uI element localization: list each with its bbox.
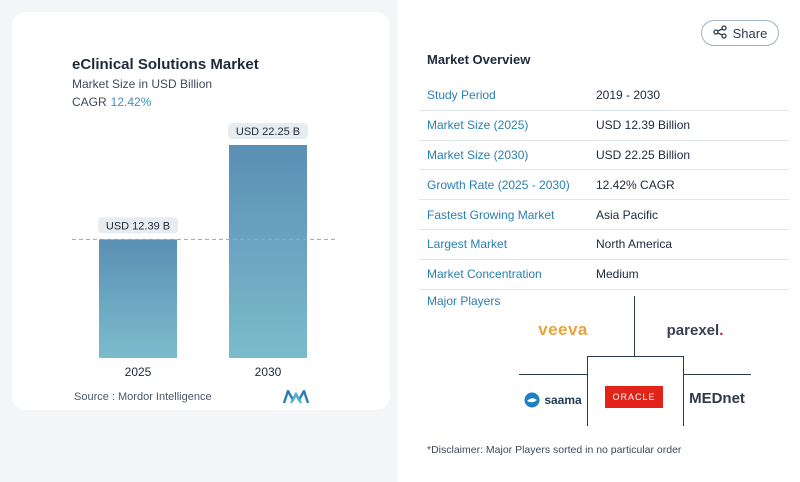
overview-value: Asia Pacific — [596, 207, 659, 222]
overview-value: Medium — [596, 267, 639, 282]
overview-table: Study Period 2019 - 2030 Market Size (202… — [419, 81, 789, 290]
chart-subtitle: Market Size in USD Billion — [72, 77, 213, 91]
chart-title: eClinical Solutions Market — [72, 56, 259, 73]
veeva-logo-text: veeva — [538, 320, 588, 339]
players-divider — [587, 356, 683, 357]
overview-value: USD 12.39 Billion — [596, 118, 691, 133]
overview-value: 12.42% CAGR — [596, 177, 675, 192]
players-divider — [587, 356, 588, 426]
overview-key: Market Size (2025) — [427, 118, 529, 133]
data-label: USD 22.25 B — [236, 126, 300, 138]
cagr-label: CAGR — [72, 95, 107, 109]
players-divider — [519, 374, 587, 375]
share-label: Share — [732, 25, 768, 41]
bar-2025 — [99, 239, 177, 358]
bar-2030 — [229, 145, 307, 358]
disclaimer: *Disclaimer: Major Players sorted in no … — [427, 444, 682, 456]
chart-card — [12, 12, 390, 410]
x-tick-label: 2030 — [255, 365, 282, 379]
cagr-line: CAGR 12.42% — [72, 95, 151, 109]
overview-value: North America — [596, 237, 673, 252]
saama-mark-icon — [524, 392, 540, 408]
parexel-logo-text: parexel — [666, 321, 720, 339]
overview-row: Market Size (2030) USD 22.25 Billion — [419, 141, 789, 171]
overview-key: Largest Market — [427, 237, 508, 252]
overview-row: Market Concentration Medium — [419, 260, 789, 290]
overview-row: Study Period 2019 - 2030 — [419, 81, 789, 111]
data-label-bg — [228, 123, 308, 139]
overview-row: Fastest Growing Market Asia Pacific — [419, 200, 789, 230]
overview-title: Market Overview — [427, 52, 531, 67]
oracle-logo-icon: ORACLE — [605, 386, 663, 408]
players-divider — [683, 374, 751, 375]
bar-chart: USD 12.39 B 2025 USD 22.25 B 2030 — [72, 123, 336, 379]
share-icon — [712, 24, 727, 42]
saama-logo-text: saama — [544, 393, 582, 407]
overview-row: Largest Market North America — [419, 230, 789, 260]
overview-panel — [398, 0, 800, 482]
chart-source: Source : Mordor Intelligence — [74, 391, 212, 403]
veeva-logo-icon: veeva — [528, 318, 598, 342]
players-divider — [634, 296, 635, 356]
players-divider — [683, 356, 684, 426]
mednet-logo-text: MEDnet — [689, 389, 745, 407]
overview-key: Growth Rate (2025 - 2030) — [427, 177, 570, 192]
saama-logo-icon: saama — [517, 388, 589, 412]
parexel-logo-icon: parexel. — [655, 318, 735, 342]
data-label-bg — [98, 217, 178, 234]
overview-key: Market Size (2030) — [427, 147, 529, 162]
cagr-value: 12.42% — [110, 95, 152, 109]
parexel-dot-icon: . — [719, 321, 724, 339]
mednet-logo-icon: MEDnet — [686, 386, 748, 410]
overview-key: Study Period — [427, 88, 496, 103]
oracle-logo-text: ORACLE — [612, 392, 656, 402]
overview-row: Market Size (2025) USD 12.39 Billion — [419, 111, 789, 141]
data-label: USD 12.39 B — [106, 220, 170, 232]
major-players-title: Major Players — [427, 294, 501, 308]
x-tick-label: 2025 — [125, 365, 152, 379]
overview-key: Market Concentration — [427, 267, 542, 282]
overview-key: Fastest Growing Market — [427, 207, 555, 222]
overview-value: USD 22.25 Billion — [596, 147, 691, 162]
mordor-logo-icon — [282, 389, 310, 409]
overview-value: 2019 - 2030 — [596, 88, 661, 103]
share-button[interactable]: Share — [701, 20, 779, 46]
overview-row: Growth Rate (2025 - 2030) 12.42% CAGR — [419, 170, 789, 201]
